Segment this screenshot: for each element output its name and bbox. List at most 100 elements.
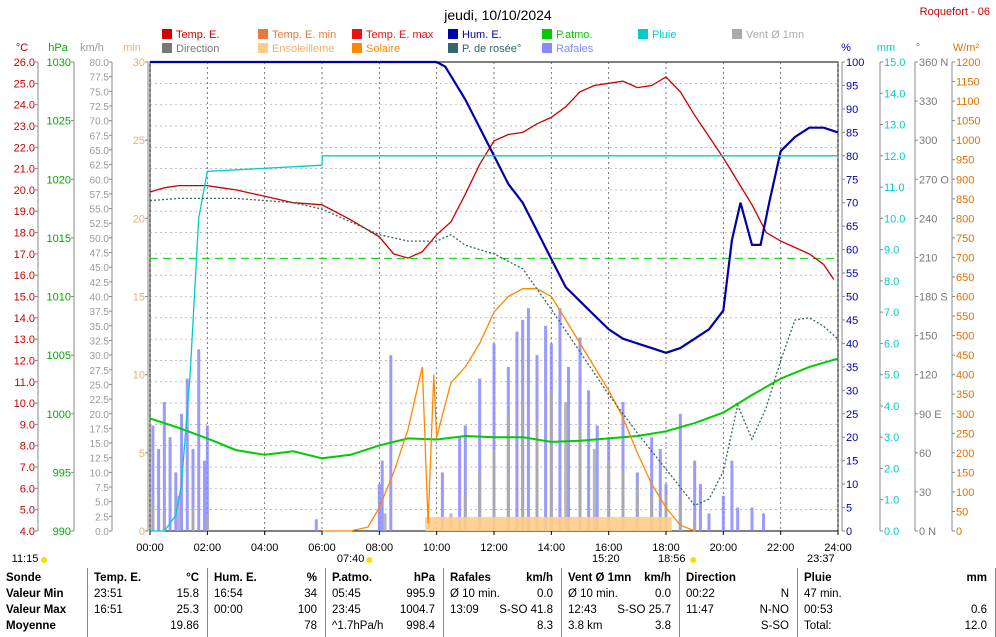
tick-label-wind: 42.5 — [90, 278, 110, 289]
tick-label-rain: 10.0 — [884, 213, 905, 225]
tick-label-wind: 25.0 — [90, 380, 110, 391]
tick-label-solar: 1200 — [956, 57, 980, 69]
stats-time: 00:53 — [804, 604, 833, 616]
series-rain — [150, 155, 838, 532]
tick-label-dir: 60 — [919, 448, 931, 460]
x-tick-label: 04:00 — [251, 542, 279, 554]
tick-label-temp: 6.0 — [20, 483, 35, 495]
legend-swatch — [448, 29, 458, 39]
bar-gust — [595, 425, 599, 531]
stats-unit: km/h — [526, 572, 553, 584]
tick-label-wind: 52.5 — [90, 219, 110, 230]
stats-time: Ø 10 min. — [450, 588, 500, 600]
bar-gust — [478, 378, 482, 531]
stats-value: S-SO 25.7 — [617, 604, 671, 616]
bar-gust — [730, 460, 734, 531]
tick-label-temp: 13.0 — [14, 334, 35, 346]
bar-gust — [721, 495, 725, 531]
tick-label-hum: 85 — [846, 127, 858, 139]
tick-label-temp: 22.0 — [14, 142, 35, 154]
tick-label-hum: 55 — [846, 268, 858, 280]
x-tick-label: 20:00 — [710, 542, 738, 554]
x-tick-label: 24:00 — [824, 542, 852, 554]
stats-row: 05:45 995.9 — [326, 587, 443, 602]
x-tick-label: 00:00 — [136, 542, 164, 554]
tick-label-solar: 800 — [956, 213, 974, 225]
bar-gust — [205, 425, 209, 531]
stats-value: 0.6 — [971, 604, 987, 616]
tick-label-dir: 30 — [919, 487, 931, 499]
stats-section: Rafales km/h Ø 10 min. 0.0 13:09 S-SO 41.8 8.3 — [444, 568, 562, 637]
tick-label-solar: 950 — [956, 155, 974, 167]
tick-label-rain: 0.0 — [884, 526, 899, 538]
axis-unit-min: min — [123, 42, 141, 54]
bar-wind — [549, 390, 553, 531]
stats-value: 34 — [304, 588, 317, 600]
stats-value: N — [780, 588, 789, 600]
tick-label-hum: 20 — [846, 432, 858, 444]
tick-label-solar: 150 — [956, 467, 974, 479]
tick-label-solar: 900 — [956, 174, 974, 186]
bar-gust — [191, 448, 195, 531]
stats-value: S-SO 41.8 — [499, 604, 553, 616]
legend-swatch — [448, 43, 458, 53]
bar-wind — [621, 472, 625, 531]
stats-unit: °C — [186, 572, 199, 584]
stats-title: Rafales — [450, 572, 491, 584]
series-humidity — [150, 60, 839, 354]
bar-gust — [458, 437, 462, 531]
stats-section: Hum. E.% 16:54 34 00:00 100 78 — [208, 568, 326, 637]
bar-wind — [650, 495, 654, 531]
tick-label-pressure: 1010 — [47, 292, 71, 304]
stats-value: 998.4 — [406, 620, 435, 632]
stats-unit: km/h — [644, 572, 671, 584]
series-dewpoint — [149, 197, 839, 507]
bar-gust — [380, 460, 384, 531]
stats-section: Temp. E. °C 23:51 15.8 16:51 25.3 19.86 — [88, 568, 208, 637]
tick-label-temp: 26.0 — [14, 57, 35, 69]
tick-label-rain: 9.0 — [884, 245, 899, 257]
tick-label-solar: 550 — [956, 311, 974, 323]
legend-label: Direction — [176, 43, 219, 55]
tick-label-dir: 300 — [919, 135, 937, 147]
legend-label: Solaire — [366, 43, 400, 55]
tick-label-solar: 400 — [956, 370, 974, 382]
tick-label-temp: 5.0 — [20, 505, 35, 517]
legend-label: P. de rosée° — [462, 43, 521, 55]
stats-row: 00:00 100 — [208, 603, 325, 618]
tick-label-solar: 750 — [956, 233, 974, 245]
x-tick-label: 12:00 — [480, 542, 508, 554]
tick-label-dir: 0 N — [919, 526, 936, 538]
stats-value: 15.8 — [176, 588, 199, 600]
bar-wind — [492, 448, 496, 531]
bar-wind — [607, 460, 611, 531]
tick-label-temp: 10.0 — [14, 398, 35, 410]
stats-section: Vent Ø 1mn km/h Ø 10 min. 0.0 12:43 S-SO 25.7… — [562, 568, 680, 637]
bar-gust — [658, 448, 662, 531]
tick-label-solar: 350 — [956, 389, 974, 401]
tick-label-wind: 10.0 — [90, 468, 110, 479]
stats-time: 47 min. — [804, 588, 842, 600]
tick-label-hum: 100 — [846, 57, 864, 69]
tick-label-solar: 100 — [956, 487, 974, 499]
tick-label-minutes: 15 — [133, 292, 145, 304]
tick-label-hum: 30 — [846, 385, 858, 397]
bar-gust — [750, 507, 754, 531]
legend-swatch — [352, 43, 362, 53]
axis-unit-solar: W/m² — [953, 42, 980, 54]
bar-wind — [635, 484, 639, 531]
tick-label-rain: 11.0 — [884, 182, 905, 194]
weather-chart: jeudi, 10/10/2024 Roquefort - 06 Temp. E… — [11, 6, 990, 565]
tick-label-rain: 7.0 — [884, 307, 899, 319]
tick-label-minutes: 5 — [139, 448, 145, 460]
tick-label-wind: 2.5 — [95, 512, 109, 523]
legend-swatch — [258, 43, 268, 53]
tick-label-hum: 40 — [846, 338, 858, 350]
stats-time: 11:47 — [686, 604, 714, 616]
tick-label-pressure: 1030 — [47, 57, 71, 69]
tick-label-pressure: 1025 — [47, 116, 71, 128]
bar-gust — [197, 349, 201, 531]
bar-gust — [314, 519, 318, 531]
stats-title: P.atmo. — [332, 572, 373, 584]
x-tick-label: 16:00 — [595, 542, 623, 554]
